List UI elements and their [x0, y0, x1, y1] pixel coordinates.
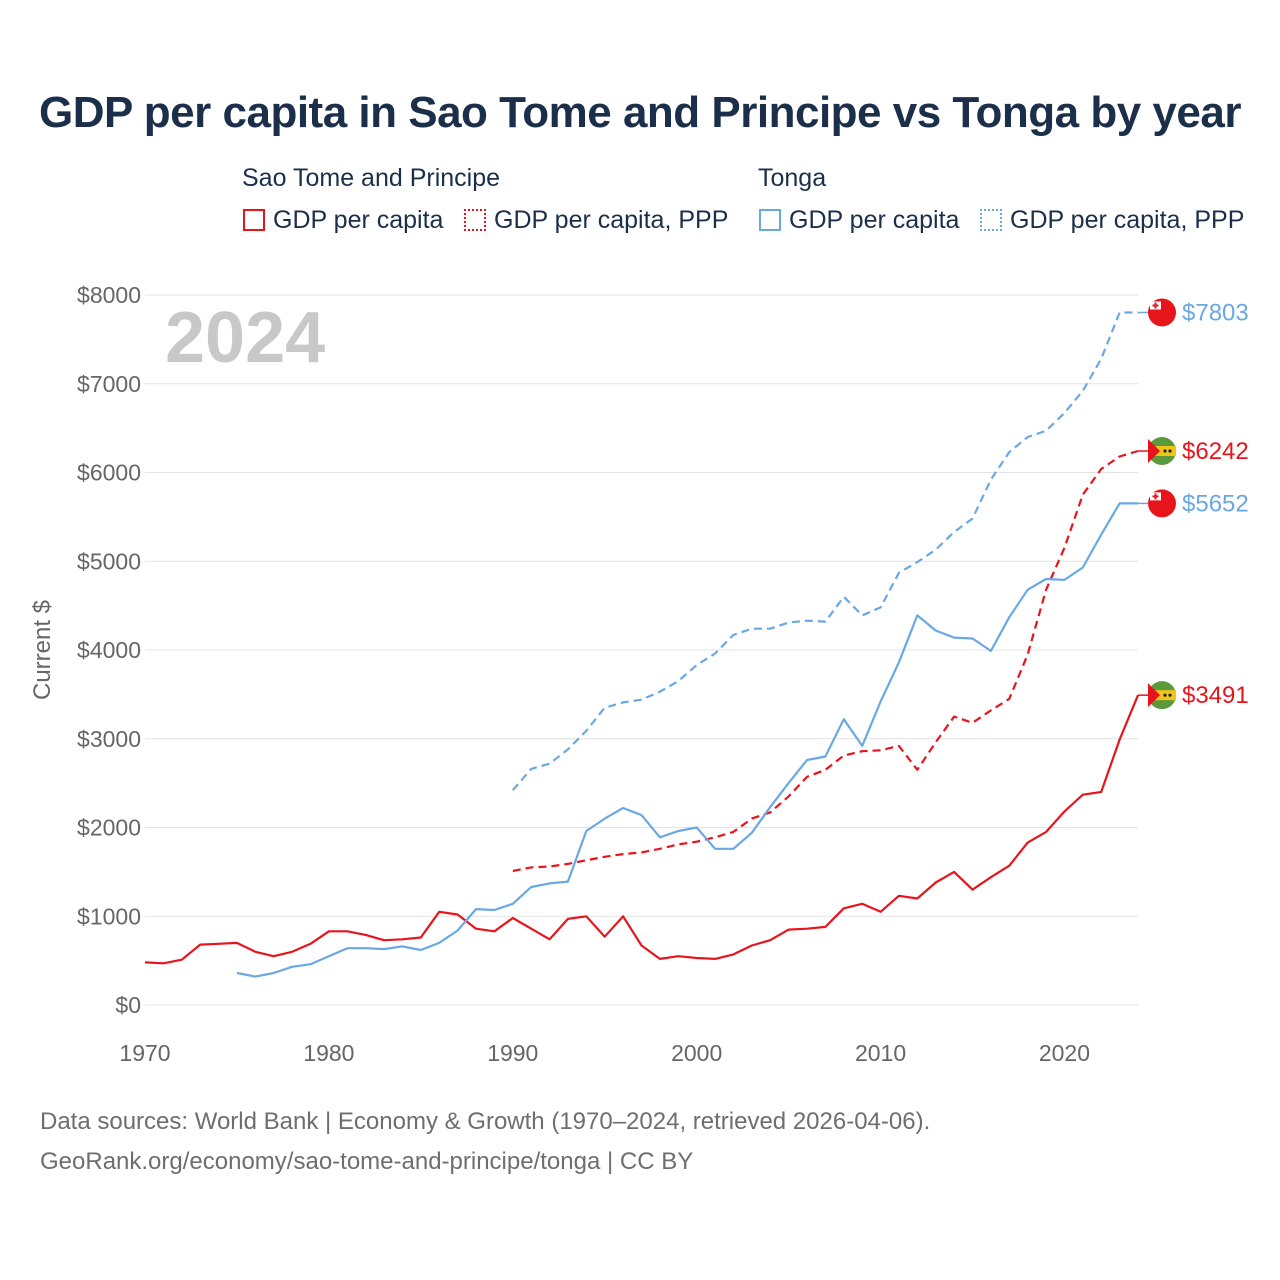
- series-lines: [144, 311, 1140, 978]
- sao-tome-flag-icon: [1148, 681, 1176, 710]
- legend-label: GDP per capita, PPP: [1010, 205, 1245, 234]
- legend-item-sao-tome-gdp-ppp[interactable]: GDP per capita, PPP: [464, 205, 728, 235]
- x-tick-label: 1980: [303, 1040, 354, 1066]
- legend-swatch-solid-red: [243, 209, 265, 231]
- x-tick-label: 1970: [119, 1040, 170, 1066]
- end-value-label: $5652: [1182, 490, 1249, 517]
- end-value-label: $6242: [1182, 438, 1249, 465]
- legend-item-tonga-gdp[interactable]: GDP per capita: [759, 205, 959, 235]
- sao-tome-flag-icon: [1148, 437, 1176, 466]
- tonga-flag-icon: [1148, 298, 1176, 327]
- y-tick-label: $5000: [77, 548, 141, 574]
- end-value-label: $3491: [1182, 682, 1249, 709]
- series-line-2: [236, 502, 1138, 978]
- y-tick-label: $4000: [77, 637, 141, 663]
- x-tick-label: 2020: [1039, 1040, 1090, 1066]
- legend-label: GDP per capita: [273, 205, 444, 234]
- series-line-1: [512, 449, 1139, 873]
- year-watermark: 2024: [165, 298, 325, 378]
- gridlines: [145, 294, 1138, 1006]
- legend-group-sao-tome: Sao Tome and Principe: [242, 164, 501, 192]
- series-line-0: [144, 694, 1140, 965]
- chart-title: GDP per capita in Sao Tome and Principe …: [39, 88, 1241, 137]
- source-url[interactable]: GeoRank.org/economy/sao-tome-and-princip…: [40, 1148, 694, 1175]
- legend-swatch-dotted-red: [464, 209, 486, 231]
- line-chart: 2024 Current $ $0 $1000 $2000 $3000 $4000 $50…: [29, 282, 1249, 1066]
- source-text: Data sources: World Bank | Economy & Gro…: [40, 1108, 931, 1135]
- y-axis-title: Current $: [29, 600, 56, 700]
- x-axis-ticks: 1970 1980 1990 2000 2010 2020: [119, 1040, 1090, 1066]
- y-tick-label: $7000: [77, 371, 141, 397]
- legend-item-sao-tome-gdp[interactable]: GDP per capita: [243, 205, 443, 235]
- x-tick-label: 2000: [671, 1040, 722, 1066]
- y-tick-label: $2000: [77, 815, 141, 841]
- y-tick-label: $8000: [77, 282, 141, 308]
- y-tick-label: $0: [115, 992, 141, 1018]
- legend-label: GDP per capita, PPP: [494, 205, 729, 234]
- y-axis-ticks: $0 $1000 $2000 $3000 $4000 $5000 $6000 $7000 $80…: [77, 282, 141, 1018]
- y-tick-label: $6000: [77, 460, 141, 486]
- tonga-flag-icon: [1148, 489, 1176, 518]
- legend-item-tonga-gdp-ppp[interactable]: GDP per capita, PPP: [980, 205, 1244, 235]
- x-tick-label: 2010: [855, 1040, 906, 1066]
- series-line-3: [511, 311, 1138, 791]
- end-value-label: $7803: [1182, 299, 1249, 326]
- end-labels: $3491 $6242 $5652 $7803: [1138, 298, 1249, 710]
- y-tick-label: $3000: [77, 726, 141, 752]
- legend-group-tonga: Tonga: [758, 164, 827, 192]
- legend-swatch-dotted-blue: [980, 209, 1002, 231]
- legend-label: GDP per capita: [789, 205, 960, 234]
- legend-swatch-solid-blue: [759, 209, 781, 231]
- y-tick-label: $1000: [77, 903, 141, 929]
- x-tick-label: 1990: [487, 1040, 538, 1066]
